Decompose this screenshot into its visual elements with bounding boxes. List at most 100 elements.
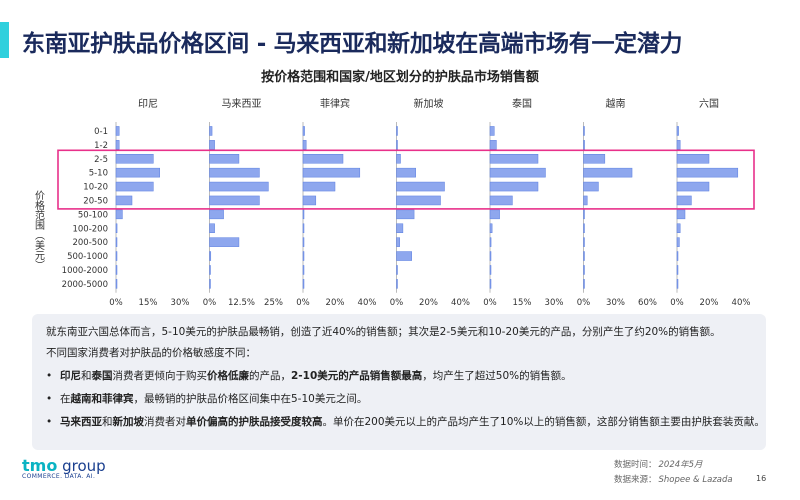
- x-tick-label: 30%: [606, 298, 625, 308]
- b3-part: 单价偏高的护肤品接受度较高: [186, 416, 323, 428]
- bar: [676, 265, 679, 275]
- b1-part: 的产品，: [249, 370, 291, 382]
- x-tick-label: 20%: [700, 298, 719, 308]
- bullet-dot: •: [46, 416, 53, 428]
- b3-part: 和: [102, 416, 113, 428]
- bar: [396, 279, 398, 289]
- bar: [302, 126, 305, 136]
- bar: [583, 251, 585, 261]
- panel-title: 菲律宾: [320, 97, 350, 110]
- bar: [302, 209, 305, 220]
- x-tick-label: 0%: [390, 298, 404, 308]
- bar: [302, 195, 317, 206]
- b3-part: 消费者对: [144, 416, 186, 428]
- bar: [209, 126, 213, 136]
- time-value: 2024年5月: [658, 460, 703, 470]
- bar: [396, 237, 400, 247]
- bar: [115, 154, 154, 164]
- bar: [583, 181, 599, 192]
- b1-part: 价格低廉: [207, 370, 249, 382]
- bar: [676, 279, 679, 289]
- bar: [209, 279, 211, 289]
- bar: [489, 154, 539, 164]
- summary-bullet-2: • 在越南和菲律宾，最畅销的护肤品价格区间集中在5-10美元之间。: [46, 391, 752, 408]
- bar: [396, 195, 441, 206]
- bar: [676, 195, 692, 206]
- category-label: 100-200: [72, 224, 108, 234]
- bar: [115, 209, 123, 220]
- summary-line-2: 不同国家消费者对护肤品的价格敏感度不同：: [46, 347, 256, 359]
- bar: [489, 265, 492, 275]
- summary-bullet-3: • 马来西亚和新加坡消费者对单价偏高的护肤品接受度较高。单价在200美元以上的产…: [46, 414, 765, 431]
- bar: [583, 237, 585, 247]
- x-tick-label: 0%: [296, 298, 310, 308]
- bar: [396, 209, 415, 220]
- summary-box: 就东南亚六国总体而言，5-10美元的护肤品最畅销，创造了近40%的销售额；其次是…: [32, 314, 766, 450]
- bar: [209, 265, 211, 275]
- x-tick-label: 40%: [732, 298, 751, 308]
- bar: [209, 154, 240, 164]
- panel-title: 泰国: [512, 97, 532, 110]
- x-tick-label: 30%: [171, 298, 190, 308]
- b1-part: 和: [81, 370, 92, 382]
- bar: [583, 223, 585, 233]
- x-tick-label: 15%: [513, 298, 532, 308]
- bar: [489, 167, 546, 178]
- b3-part: 新加坡: [112, 416, 145, 428]
- b1-part: 印尼: [60, 370, 81, 382]
- bar: [676, 167, 739, 178]
- bar: [302, 154, 344, 164]
- bar: [489, 237, 492, 247]
- x-tick-label: 0%: [109, 298, 123, 308]
- b1-part: 消费者更倾向于购买: [112, 370, 208, 382]
- source-value: Shopee & Lazada: [658, 475, 733, 485]
- category-label: 0-1: [94, 127, 108, 137]
- bar: [302, 140, 307, 150]
- x-tick-label: 0%: [203, 298, 217, 308]
- x-tick-label: 15%: [139, 298, 158, 308]
- price-range-chart: 价格范围（美元） 0-1 1-2 2-5 5-10 10-20 20-50 50-100 100…: [33, 97, 755, 308]
- bar: [396, 181, 445, 192]
- b3-part: 。单价在200美元以上的产品均产生了10%以上的销售额，这部分销售额主要由护肤套…: [322, 416, 765, 428]
- x-tick-label: 0%: [483, 298, 497, 308]
- x-tick-label: 20%: [419, 298, 438, 308]
- bar: [489, 279, 492, 289]
- b1-part: ，均产生了超过50%的销售额。: [422, 370, 572, 382]
- bar: [489, 181, 539, 192]
- bar: [676, 209, 686, 220]
- b1-part: 泰国: [91, 370, 113, 382]
- bar: [676, 181, 710, 192]
- logo-word: group: [57, 457, 106, 475]
- category-label: 200-500: [72, 238, 108, 248]
- b2-part: 越南和菲律宾: [70, 393, 134, 405]
- bar: [489, 195, 513, 206]
- bar: [209, 140, 215, 150]
- bar: [676, 126, 679, 136]
- y-axis-label: 价格范围（美元）: [33, 190, 45, 270]
- bar: [115, 223, 118, 233]
- b2-part: 在: [60, 393, 71, 405]
- bar: [209, 181, 269, 192]
- x-tick-label: 40%: [451, 298, 470, 308]
- category-label: 2000-5000: [62, 280, 108, 290]
- category-label: 2-5: [94, 155, 108, 165]
- bar: [302, 181, 336, 192]
- bar: [676, 237, 680, 247]
- logo-tagline: COMMERCE. DATA. AI.: [22, 473, 96, 480]
- x-tick-label: 25%: [264, 298, 283, 308]
- bar: [583, 167, 633, 178]
- page-title: 东南亚护肤品价格区间 - 马来西亚和新加坡在高端市场有一定潜力: [22, 31, 683, 57]
- bar: [489, 140, 497, 150]
- bar: [115, 167, 160, 178]
- category-label: 20-50: [83, 196, 108, 206]
- bar: [396, 223, 404, 233]
- bar: [583, 154, 606, 164]
- bar: [583, 279, 585, 289]
- x-tick-label: 0%: [670, 298, 684, 308]
- bar: [209, 195, 260, 206]
- b2-part: ，最畅销的护肤品价格区间集中在5-10美元之间。: [133, 393, 368, 405]
- b3-part: 马来西亚: [60, 416, 102, 428]
- panel-title: 印尼: [138, 98, 158, 110]
- bar: [676, 154, 710, 164]
- bullet-dot: •: [46, 393, 53, 405]
